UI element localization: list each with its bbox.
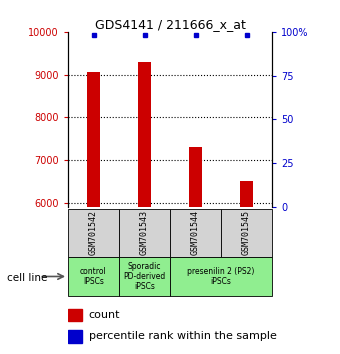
Bar — [68, 257, 119, 296]
Bar — [221, 209, 272, 257]
Bar — [240, 182, 253, 207]
Bar — [119, 209, 170, 257]
Bar — [68, 209, 119, 257]
Bar — [68, 330, 82, 343]
Text: percentile rank within the sample: percentile rank within the sample — [89, 331, 276, 341]
Title: GDS4141 / 211666_x_at: GDS4141 / 211666_x_at — [95, 18, 245, 31]
Text: presenilin 2 (PS2)
iPSCs: presenilin 2 (PS2) iPSCs — [187, 267, 255, 286]
Text: count: count — [89, 310, 120, 320]
Text: cell line: cell line — [7, 273, 47, 283]
Bar — [138, 62, 151, 207]
Text: GSM701542: GSM701542 — [89, 210, 98, 255]
Bar — [119, 257, 170, 296]
Bar — [170, 209, 221, 257]
Bar — [189, 147, 202, 207]
Text: control
IPSCs: control IPSCs — [80, 267, 107, 286]
Bar — [87, 73, 100, 207]
Text: Sporadic
PD-derived
iPSCs: Sporadic PD-derived iPSCs — [123, 262, 166, 291]
Bar — [68, 309, 82, 321]
Bar — [170, 257, 272, 296]
Text: GSM701543: GSM701543 — [140, 210, 149, 255]
Text: GSM701545: GSM701545 — [242, 210, 251, 255]
Text: GSM701544: GSM701544 — [191, 210, 200, 255]
